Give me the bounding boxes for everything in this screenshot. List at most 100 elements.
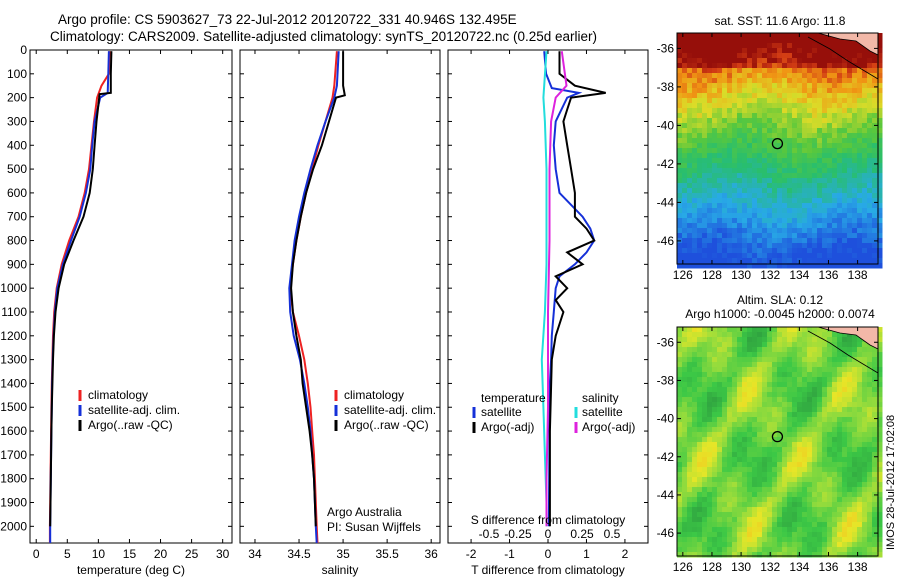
map-cell	[847, 382, 853, 388]
map-cell	[717, 482, 723, 488]
map-cell	[787, 432, 793, 438]
map-cell	[862, 53, 868, 59]
map-cell	[847, 492, 853, 498]
map-cell	[712, 472, 718, 478]
map-cell	[777, 88, 783, 94]
map-cell	[827, 527, 833, 533]
map-cell	[707, 123, 713, 129]
map-cell	[737, 352, 743, 358]
map-cell	[847, 173, 853, 179]
map-cell	[797, 263, 803, 269]
map-cell	[797, 347, 803, 353]
map-cell	[732, 332, 738, 338]
map-cell	[807, 213, 813, 219]
map-cell	[747, 467, 753, 473]
map-cell	[727, 362, 733, 368]
map-cell	[807, 203, 813, 209]
map-cell	[762, 437, 768, 443]
map-cell	[747, 188, 753, 194]
map-cell	[767, 512, 773, 518]
map-cell	[847, 547, 853, 553]
map-cell	[722, 98, 728, 104]
map-cell	[862, 153, 868, 159]
map-cell	[867, 238, 873, 244]
map-cell	[682, 367, 688, 373]
map-cell	[832, 357, 838, 363]
map-cell	[802, 392, 808, 398]
map-cell	[727, 417, 733, 423]
map-cell	[762, 537, 768, 543]
map-cell	[677, 397, 683, 403]
map-cell	[867, 472, 873, 478]
map-cell	[867, 233, 873, 239]
map-cell	[812, 552, 818, 558]
map-cell	[772, 73, 778, 79]
map-cell	[817, 427, 823, 433]
map-cell	[822, 238, 828, 244]
map-cell	[787, 407, 793, 413]
lon-tick-label: 126	[673, 560, 693, 574]
map-cell	[782, 258, 788, 264]
map-cell	[757, 248, 763, 254]
map-cell	[702, 208, 708, 214]
map-cell	[682, 88, 688, 94]
map-cell	[762, 327, 768, 333]
map-cell	[717, 218, 723, 224]
map-cell	[712, 163, 718, 169]
map-cell	[772, 377, 778, 383]
map-cell	[737, 467, 743, 473]
map-cell	[702, 48, 708, 54]
map-cell	[852, 487, 858, 493]
map-cell	[717, 547, 723, 553]
map-cell	[807, 73, 813, 79]
map-cell	[782, 382, 788, 388]
map-cell	[842, 253, 848, 259]
map-cell	[677, 467, 683, 473]
map-cell	[777, 128, 783, 134]
map-cell	[827, 342, 833, 348]
map-cell	[877, 532, 883, 538]
map-cell	[817, 547, 823, 553]
map-cell	[722, 123, 728, 129]
map-cell	[747, 203, 753, 209]
map-cell	[792, 527, 798, 533]
map-cell	[747, 63, 753, 69]
map-cell	[792, 238, 798, 244]
map-cell	[752, 108, 758, 114]
map-cell	[722, 357, 728, 363]
map-cell	[867, 532, 873, 538]
map-cell	[762, 482, 768, 488]
map-cell	[817, 532, 823, 538]
map-cell	[687, 347, 693, 353]
map-cell	[697, 387, 703, 393]
map-cell	[872, 243, 878, 249]
map-cell	[772, 497, 778, 503]
map-cell	[867, 103, 873, 109]
map-cell	[852, 402, 858, 408]
map-cell	[822, 447, 828, 453]
map-cell	[877, 263, 883, 269]
map-cell	[727, 118, 733, 124]
map-cell	[862, 477, 868, 483]
map-cell	[792, 38, 798, 44]
map-cell	[707, 58, 713, 64]
map-cell	[752, 552, 758, 558]
map-cell	[817, 422, 823, 428]
map-cell	[752, 537, 758, 543]
map-cell	[847, 347, 853, 353]
map-cell	[837, 38, 843, 44]
map-cell	[872, 392, 878, 398]
map-cell	[692, 412, 698, 418]
map-cell	[852, 103, 858, 109]
map-cell	[757, 63, 763, 69]
map-cell	[832, 432, 838, 438]
map-cell	[737, 357, 743, 363]
map-cell	[817, 43, 823, 49]
map-cell	[867, 243, 873, 249]
map-cell	[717, 552, 723, 558]
map-cell	[827, 347, 833, 353]
map-cell	[762, 133, 768, 139]
map-cell	[767, 487, 773, 493]
map-cell	[712, 497, 718, 503]
map-cell	[767, 263, 773, 269]
